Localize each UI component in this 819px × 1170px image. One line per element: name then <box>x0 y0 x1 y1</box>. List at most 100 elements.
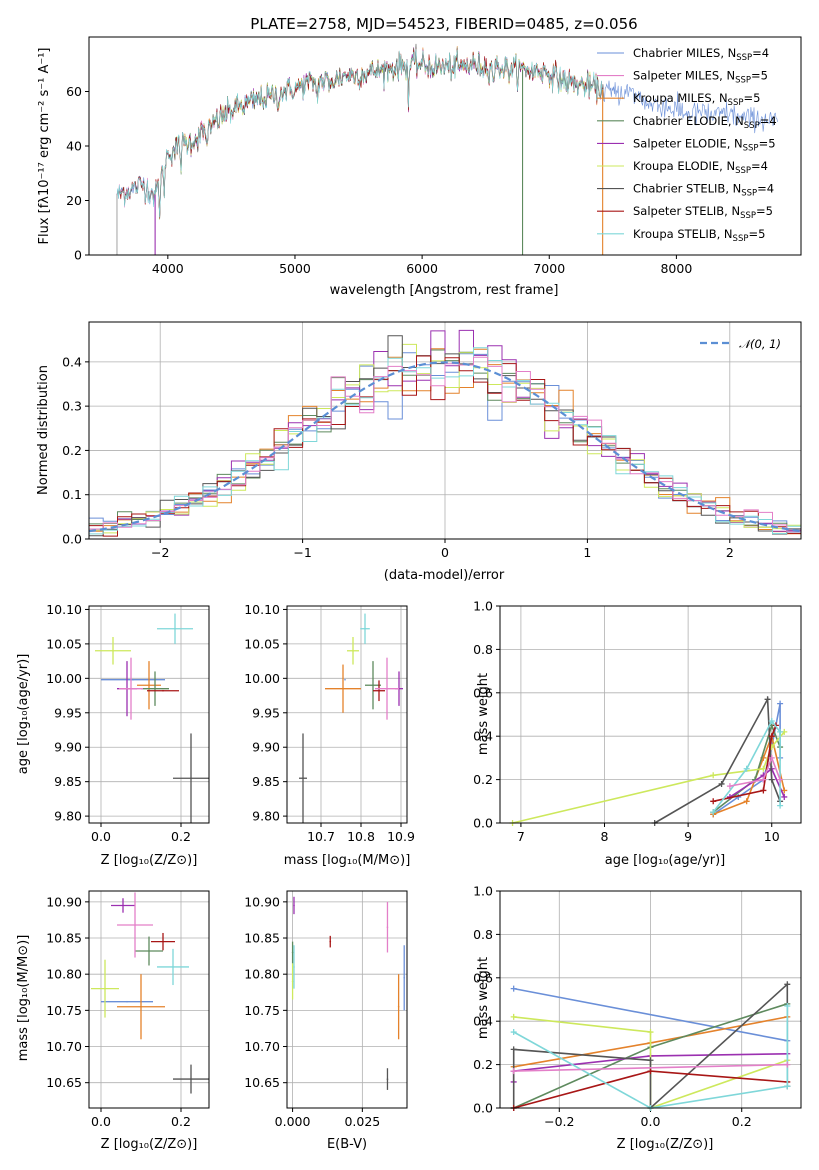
y-tick-label: 10.75 <box>46 1003 82 1018</box>
y-tick-label: 10.85 <box>46 931 82 946</box>
weight-marker <box>743 765 750 772</box>
weight-marker <box>510 985 517 992</box>
y-tick-label: 10.80 <box>46 967 82 982</box>
legend-label: Kroupa ELODIE, NSSP=4 <box>633 159 768 176</box>
x-tick-label: 4000 <box>152 261 184 276</box>
legend-label: Kroupa STELIB, NSSP=5 <box>633 227 765 244</box>
data-point <box>386 1078 389 1080</box>
data-point <box>104 987 106 990</box>
axes-frame <box>88 890 210 1109</box>
data-point <box>148 950 150 952</box>
spectrum-title: PLATE=2758, MJD=54523, FIBERID=0485, z=0… <box>250 15 637 33</box>
y-tick-label: 10.75 <box>244 1003 280 1018</box>
data-point <box>291 980 294 983</box>
weight-marker <box>768 754 775 761</box>
x-tick-label: −0.2 <box>544 1114 574 1129</box>
residual-ylabel: Normed distribution <box>36 365 51 495</box>
y-tick-label: 1.0 <box>473 599 493 614</box>
weight-marker <box>760 765 767 772</box>
y-tick-label: 9.95 <box>54 705 82 720</box>
y-tick-label: 10.65 <box>46 1075 82 1090</box>
data-point <box>140 1005 142 1008</box>
y-tick-label: 9.90 <box>54 740 82 755</box>
y-tick-label: 10.90 <box>46 894 82 909</box>
weight-marker <box>647 1068 654 1075</box>
weight-marker <box>510 1029 517 1036</box>
weight-marker <box>718 780 725 787</box>
y-tick-label: 0.2 <box>473 772 493 787</box>
y-tick-label: 10.00 <box>244 671 280 686</box>
axes-frame <box>286 605 408 824</box>
weight-marker <box>768 733 775 740</box>
weight-line <box>729 755 781 787</box>
y-tick-label: 10.05 <box>46 636 82 651</box>
weight-line <box>513 987 788 1042</box>
data-point <box>344 678 346 681</box>
age-z-xlabel: Z [log₁₀(Z/Z⊙)] <box>101 853 198 868</box>
data-point <box>112 649 114 652</box>
y-tick-label: 10.70 <box>244 1039 280 1054</box>
weight-z-xlabel: Z [log₁₀(Z/Z⊙)] <box>617 1137 714 1152</box>
x-tick-label: 7000 <box>533 261 565 276</box>
x-tick-label: 9 <box>684 829 692 844</box>
weight-marker <box>777 700 784 707</box>
y-tick-label: 9.90 <box>252 740 280 755</box>
weight-marker <box>768 718 775 725</box>
data-point <box>329 940 332 943</box>
histogram-step <box>89 329 801 532</box>
axes-frame <box>499 605 802 824</box>
y-tick-label: 10.90 <box>244 894 280 909</box>
histogram-step <box>89 356 801 532</box>
weight-marker <box>768 776 775 783</box>
x-tick-label: 10 <box>764 829 780 844</box>
legend-label: Salpeter ELODIE, NSSP=5 <box>633 136 776 153</box>
weight-marker <box>781 787 788 794</box>
x-tick-label: 0.2 <box>171 1114 191 1129</box>
y-tick-label: 40 <box>66 139 82 154</box>
x-tick-label: 10.9 <box>387 829 415 844</box>
data-point <box>134 924 136 926</box>
age-z-ylabel: age [log₁₀(age/yr)] <box>16 654 31 775</box>
legend-label: Salpeter MILES, NSSP=5 <box>633 69 768 86</box>
x-tick-label: 10.7 <box>307 829 335 844</box>
axes-frame <box>88 36 802 256</box>
data-point <box>302 777 304 780</box>
weight-line <box>713 725 777 803</box>
x-tick-label: 0.2 <box>171 829 191 844</box>
y-tick-label: 0.8 <box>473 642 493 657</box>
weight-marker <box>777 776 784 783</box>
weight-line <box>512 982 789 1110</box>
age-mass-panel: mass [log₁₀(M/M⊙)] 10.7 10.8 10.9 9.80 9.85 9… <box>244 602 415 868</box>
axes-frame <box>286 890 408 1109</box>
weight-line <box>712 722 781 813</box>
y-tick-label: 0.3 <box>62 399 82 414</box>
y-tick-label: 9.85 <box>54 774 82 789</box>
age-mass-xlabel: mass [log₁₀(M/M⊙)] <box>284 853 411 868</box>
data-point <box>342 687 344 690</box>
data-point <box>190 1078 192 1080</box>
y-tick-label: 10.00 <box>46 671 82 686</box>
y-tick-label: 0.8 <box>473 927 493 942</box>
weight-line <box>512 731 785 824</box>
weight-marker <box>510 1068 517 1075</box>
legend-label: Chabrier STELIB, NSSP=4 <box>633 182 774 199</box>
y-tick-label: 0.4 <box>473 1014 493 1029</box>
y-tick-label: 10.65 <box>244 1075 280 1090</box>
x-tick-label: 0.000 <box>275 1114 311 1129</box>
weight-age-xlabel: age [log₁₀(age/yr)] <box>605 853 726 868</box>
x-tick-label: 5000 <box>279 261 311 276</box>
data-point <box>293 966 295 968</box>
residual-panel: (data-model)/error Normed distribution −… <box>36 321 802 583</box>
data-point <box>293 904 295 907</box>
y-tick-label: 0.6 <box>473 970 493 985</box>
mass-ebv-xlabel: E(B-V) <box>327 1137 367 1152</box>
weight-marker <box>760 787 767 794</box>
spectrum-line <box>116 48 604 218</box>
data-point <box>397 1005 400 1008</box>
y-tick-label: 0.2 <box>473 1057 493 1072</box>
weight-marker <box>647 1029 654 1036</box>
y-tick-label: 0.0 <box>473 1101 493 1116</box>
weight-marker <box>710 809 717 816</box>
x-tick-label: 10.8 <box>347 829 375 844</box>
